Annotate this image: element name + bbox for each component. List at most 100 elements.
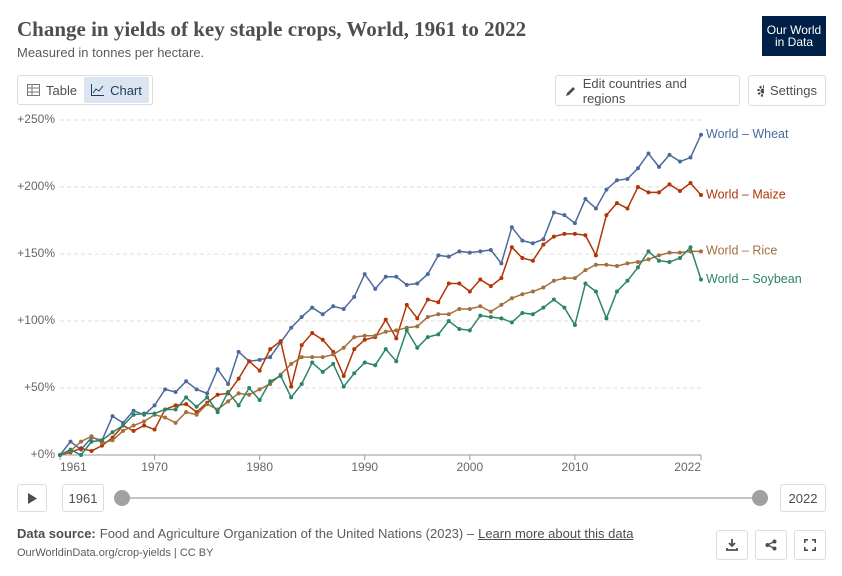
data-point <box>436 312 441 317</box>
download-button[interactable] <box>716 530 748 560</box>
chart-title: Change in yields of key staple crops, Wo… <box>17 17 527 41</box>
data-point <box>488 309 493 314</box>
data-point <box>436 253 441 258</box>
data-point <box>362 333 367 338</box>
data-point <box>100 438 105 443</box>
data-point <box>268 355 273 360</box>
data-point <box>467 328 472 333</box>
data-point <box>289 384 294 389</box>
data-point <box>58 453 62 457</box>
data-point <box>593 262 598 267</box>
data-point <box>341 306 346 311</box>
data-point <box>677 256 682 261</box>
data-point <box>604 187 609 192</box>
data-point <box>404 328 409 333</box>
data-point <box>142 411 147 416</box>
data-point <box>362 337 367 342</box>
data-point <box>226 399 231 404</box>
data-point <box>446 281 451 286</box>
data-point <box>394 359 399 364</box>
data-point <box>593 289 598 294</box>
data-point <box>614 201 619 206</box>
chart: +0% +50% +100% +150% +200% +250% 1961 1970 1980 1… <box>17 112 801 474</box>
data-point <box>656 190 661 195</box>
chart-subtitle: Measured in tonnes per hectare. <box>17 45 205 60</box>
data-point <box>352 347 357 352</box>
data-source: Data source: Food and Agriculture Organiz… <box>17 526 633 541</box>
data-point <box>646 257 651 262</box>
data-point <box>163 415 168 420</box>
x-tick-label: 2022 <box>674 460 701 474</box>
data-point <box>446 319 451 323</box>
data-point <box>499 276 504 281</box>
data-point <box>509 225 514 230</box>
logo[interactable]: Our World in Data <box>762 16 826 56</box>
chart-tab[interactable]: Chart <box>84 77 149 103</box>
data-point <box>352 335 357 340</box>
data-point <box>68 447 73 452</box>
data-point <box>121 423 126 428</box>
data-point <box>604 213 609 218</box>
data-point <box>625 278 630 283</box>
x-tick-label: 2000 <box>456 460 483 474</box>
edit-button[interactable]: Edit countries and regions <box>555 75 740 106</box>
x-tick-label: 1961 <box>60 460 87 474</box>
data-point <box>415 345 420 350</box>
data-point <box>677 159 682 164</box>
data-point <box>215 410 220 415</box>
data-point <box>415 281 420 286</box>
data-point <box>436 300 441 305</box>
data-point <box>551 297 556 302</box>
slider-handle[interactable] <box>114 490 130 506</box>
y-tick-label: +50% <box>24 380 55 394</box>
data-point <box>394 336 399 341</box>
timeline-start[interactable]: 1961 <box>62 484 104 512</box>
data-point <box>394 328 399 333</box>
data-point <box>320 337 325 342</box>
series-line <box>59 134 702 456</box>
data-point <box>583 233 588 238</box>
data-point <box>68 439 73 444</box>
data-point <box>205 395 210 400</box>
data-point <box>572 323 577 328</box>
data-point <box>667 260 672 265</box>
data-point <box>541 237 546 242</box>
data-point <box>184 402 189 407</box>
data-point <box>257 387 262 392</box>
timeline-label: 2022 <box>788 490 818 506</box>
data-point <box>247 392 252 397</box>
data-point <box>614 289 619 294</box>
data-point <box>110 414 115 419</box>
table-tab[interactable]: Table <box>20 77 84 103</box>
download-icon <box>726 539 738 551</box>
table-icon <box>27 84 40 96</box>
fullscreen-button[interactable] <box>794 530 826 560</box>
data-point <box>625 261 630 266</box>
source-link[interactable]: Learn more about this data <box>478 526 634 541</box>
data-point <box>205 402 210 407</box>
timeline-slider[interactable] <box>110 488 774 508</box>
data-point <box>425 272 430 277</box>
data-point <box>226 381 231 386</box>
data-point <box>625 206 630 211</box>
data-point <box>583 197 588 202</box>
play-button[interactable] <box>17 484 47 512</box>
data-point <box>236 349 241 354</box>
data-point <box>131 423 136 428</box>
data-point <box>278 339 283 344</box>
data-point <box>79 446 84 451</box>
data-point <box>236 391 241 396</box>
data-point <box>635 185 640 189</box>
share-button[interactable] <box>755 530 787 560</box>
timeline-end[interactable]: 2022 <box>780 484 826 512</box>
data-point <box>341 373 346 378</box>
data-point <box>677 250 682 255</box>
data-point <box>173 407 178 412</box>
data-point <box>383 329 388 334</box>
data-point <box>184 379 189 384</box>
settings-button[interactable]: Settings <box>748 75 826 106</box>
slider-handle[interactable] <box>752 490 768 506</box>
data-point <box>457 306 462 311</box>
data-point <box>530 258 535 263</box>
tab-label: Chart <box>110 82 142 98</box>
